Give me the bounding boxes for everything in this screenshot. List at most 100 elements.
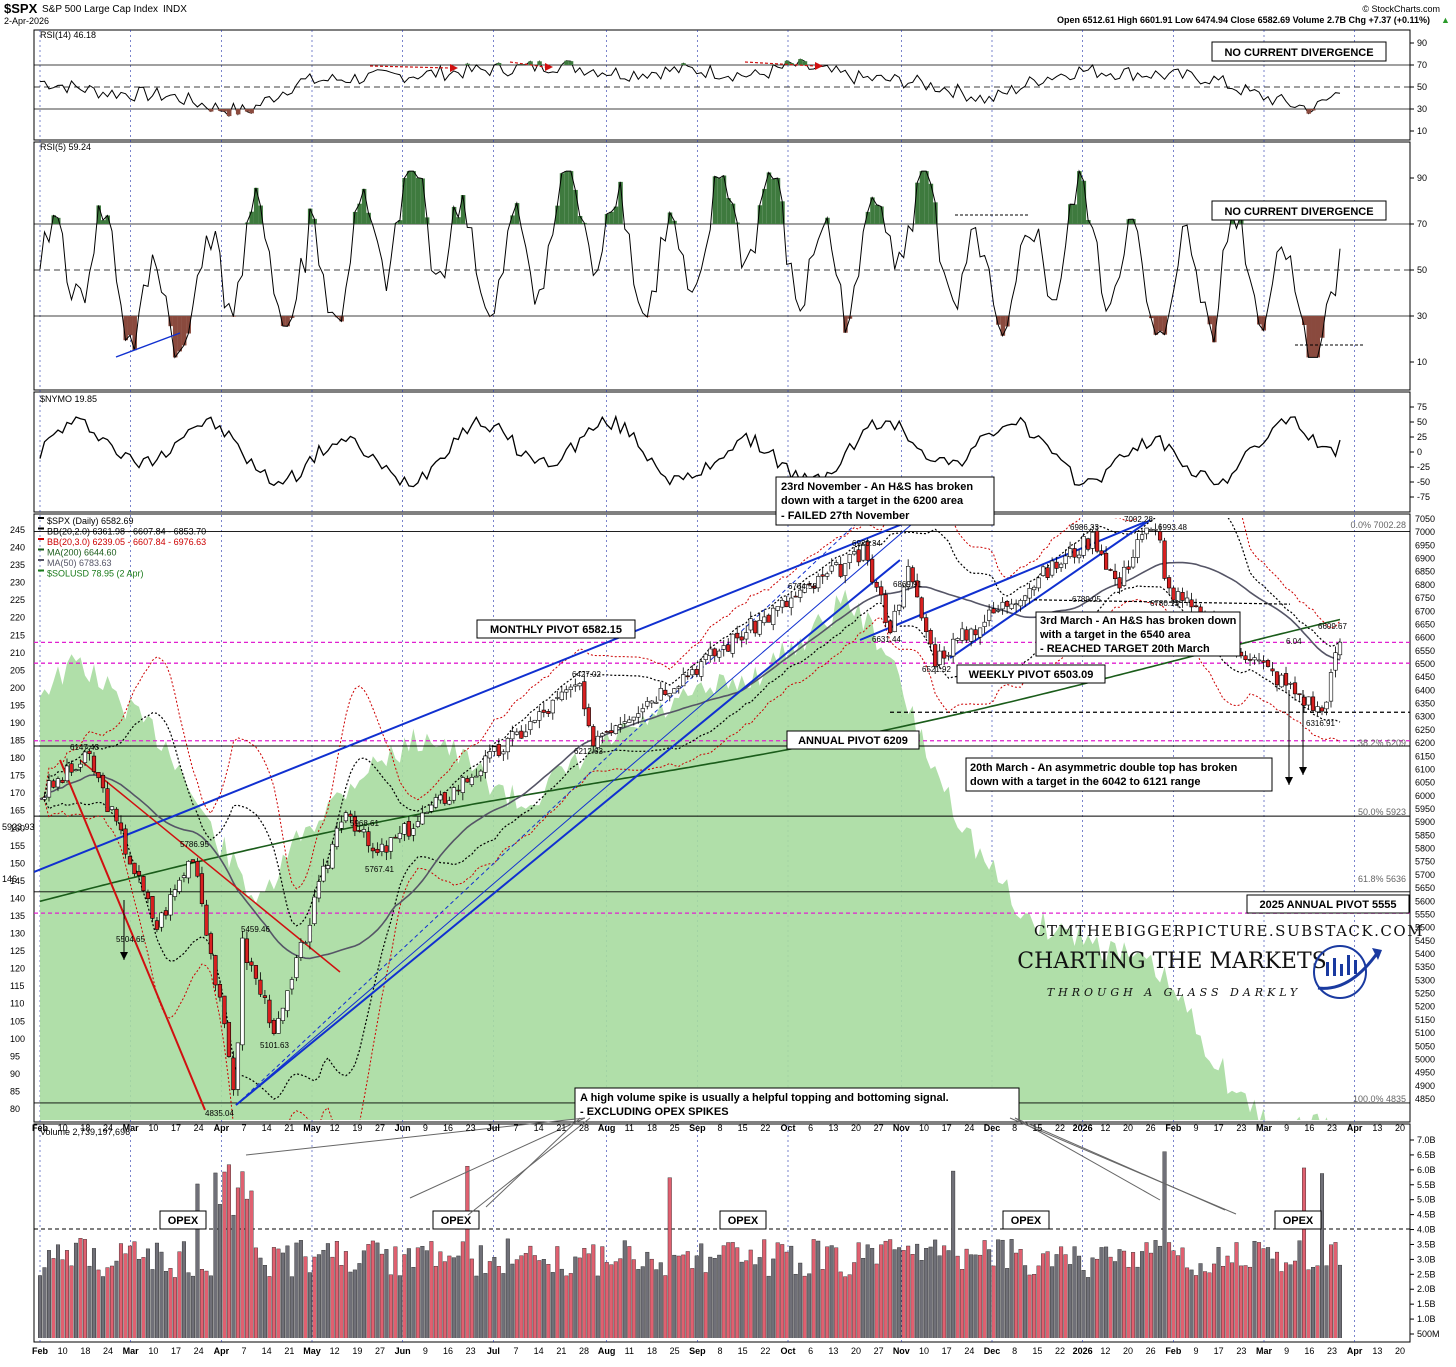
candle-up: [600, 734, 604, 736]
candle-up: [677, 687, 681, 688]
price-point-label: 6986.33: [1070, 523, 1099, 532]
price-point-label: 5786.95: [180, 840, 209, 849]
candle-up: [295, 958, 299, 978]
price-right-tick-label: 5150: [1415, 1015, 1435, 1025]
volume-bar-up: [848, 1275, 852, 1342]
price-right-tick-label: 5100: [1415, 1028, 1435, 1038]
volume-bar-down: [493, 1257, 497, 1342]
candle-up: [996, 610, 1000, 611]
annotation-volume-line1: A high volume spike is usually a helpful…: [580, 1092, 949, 1104]
volume-bar-up: [1334, 1242, 1338, 1342]
x-tick-label: 16: [443, 1346, 453, 1356]
rsi14-overbought-fill: [497, 63, 502, 65]
volume-bar-down: [407, 1249, 411, 1342]
x-tick-label-price: Mar: [123, 1123, 140, 1133]
price-right-tick-label: 6350: [1415, 699, 1435, 709]
x-tick-label-price: 7: [513, 1123, 518, 1133]
volume-bar-up: [245, 1199, 249, 1342]
volume-bars: [38, 1152, 1342, 1342]
candle-down: [223, 996, 227, 1024]
x-tick-label-price: Jul: [487, 1123, 500, 1133]
price-point-label: 5968.61: [350, 819, 379, 828]
volume-bar-down: [1190, 1270, 1194, 1342]
volume-bar-down: [92, 1248, 96, 1342]
x-tick-label-price: Oct: [780, 1123, 795, 1133]
x-tick-label: Feb: [32, 1346, 49, 1356]
candle-up: [1028, 588, 1032, 598]
candle-up: [416, 822, 420, 827]
candle-up: [636, 714, 640, 718]
price-point-label: 6920.34: [852, 539, 881, 548]
axis-tick-label: -25: [1417, 462, 1430, 472]
candle-up: [74, 770, 78, 771]
volume-bar-up: [578, 1258, 582, 1342]
candle-down: [272, 1020, 276, 1033]
header-exchange: INDX: [163, 4, 187, 15]
x-tick-label-price: 18: [647, 1123, 657, 1133]
axis-tick-label: 10: [1417, 357, 1427, 367]
candle-down: [794, 596, 798, 597]
x-tick-label-price: 20: [1123, 1123, 1133, 1133]
volume-bar-up: [785, 1252, 789, 1342]
candle-down: [137, 871, 141, 875]
candle-down: [1109, 569, 1113, 570]
axis-tick-label: 1.0B: [1417, 1314, 1436, 1324]
volume-bar-up: [254, 1248, 258, 1342]
price-left-tick-label: 200: [10, 683, 25, 693]
volume-bar-up: [1307, 1270, 1311, 1342]
volume-bar-up: [978, 1255, 982, 1342]
volume-bar-up: [663, 1276, 667, 1342]
volume-bar-down: [816, 1241, 820, 1342]
annotation-mar3-line2: with a target in the 6540 area: [1039, 629, 1191, 641]
candle-up: [699, 662, 703, 677]
volume-bar-down: [1217, 1247, 1221, 1342]
candle-down: [1311, 697, 1315, 711]
volume-bar-down: [623, 1241, 627, 1342]
candle-up: [1091, 532, 1095, 548]
price-right-tick-label: 5900: [1415, 817, 1435, 827]
price-left-tick-label: 230: [10, 578, 25, 588]
x-tick-label: 28: [579, 1346, 589, 1356]
price-right-tick-label: 6050: [1415, 778, 1435, 788]
candle-up: [1077, 555, 1081, 558]
candle-down: [879, 587, 883, 595]
x-tick-label-price: 23: [1327, 1123, 1337, 1133]
volume-bar-up: [466, 1166, 470, 1342]
x-tick-label: 27: [375, 1346, 385, 1356]
rsi14-label: RSI(14) 46.18: [40, 30, 96, 40]
x-tick-label-price: 10: [919, 1123, 929, 1133]
x-tick-label-price: Aug: [598, 1123, 616, 1133]
x-tick-label: Aug: [598, 1346, 616, 1356]
candle-up: [780, 600, 784, 607]
rsi14-divergence-arrow: [545, 63, 553, 71]
candle-up: [1037, 578, 1041, 588]
volume-bar-down: [286, 1246, 290, 1342]
volume-bar-up: [110, 1266, 114, 1342]
volume-bar-down: [767, 1276, 771, 1342]
candle-up: [178, 880, 182, 891]
volume-bar-down: [74, 1243, 78, 1342]
candle-up: [681, 674, 685, 685]
candle-down: [884, 595, 888, 623]
volume-bar-up: [906, 1246, 910, 1342]
volume-bar-down: [1023, 1266, 1027, 1342]
volume-bar-up: [515, 1260, 519, 1342]
rsi5-overbought-fill: [767, 172, 772, 224]
volume-bar-down: [326, 1243, 330, 1342]
volume-bar-up: [1172, 1251, 1176, 1342]
volume-bar-up: [852, 1262, 856, 1342]
x-tick-label: 17: [942, 1346, 952, 1356]
candle-up: [506, 738, 510, 751]
x-tick-label-price: May: [303, 1123, 321, 1133]
rsi14-oversold-fill: [218, 109, 223, 111]
rsi5-overbought-fill: [924, 171, 929, 224]
x-tick-label-price: 25: [670, 1123, 680, 1133]
x-tick-label-price: Sep: [689, 1123, 706, 1133]
price-point-label: 5101.63: [260, 1041, 289, 1050]
volume-bar-up: [600, 1247, 604, 1342]
header-symbol: $SPX: [4, 1, 38, 16]
price-right-axis: 7050700069506900685068006750670066506600…: [1415, 514, 1435, 1104]
candle-down: [695, 669, 699, 674]
volume-axis: 7.0B6.5B6.0B5.5B5.0B4.5B4.0B3.5B3.0B2.5B…: [1410, 1135, 1440, 1339]
